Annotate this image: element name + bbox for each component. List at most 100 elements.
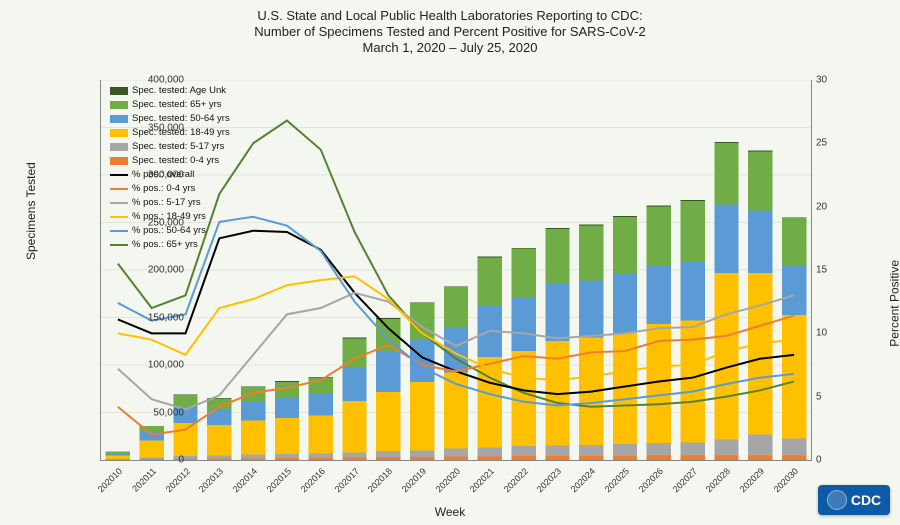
bar-unk [613,216,637,217]
bar-5_17 [478,447,502,456]
bar-50_64 [342,367,366,401]
bar-0_4 [647,456,671,460]
bar-5_17 [207,455,231,458]
bar-18_49 [410,382,434,450]
y-tick: 200,000 [124,265,184,276]
y2-tick: 10 [816,328,846,339]
y2-axis-label: Percent Positive [888,260,900,347]
legend-item: Spec. tested: 0-4 yrs [110,154,230,168]
bar-5_17 [748,435,772,456]
legend-label: % pos.: 65+ yrs [132,238,198,252]
bar-50_64 [444,327,468,373]
bar-unk [309,377,333,378]
y2-tick: 0 [816,455,846,466]
bar-50_64 [545,284,569,341]
bar-18_49 [511,351,535,446]
legend-swatch [110,87,128,95]
y2-tick: 5 [816,391,846,402]
bar-50_64 [613,274,637,333]
y2-tick: 25 [816,138,846,149]
legend-swatch [110,202,128,204]
bar-5_17 [241,454,265,458]
bar-65 [106,452,130,454]
bar-unk [241,386,265,387]
bar-unk [275,381,299,382]
legend-label: Spec. tested: Age Unk [132,84,226,98]
cdc-logo-text: CDC [851,492,881,508]
bar-unk [680,200,704,201]
bar-50_64 [782,266,806,315]
bar-0_4 [748,455,772,460]
bar-18_49 [782,315,806,439]
bar-0_4 [241,458,265,460]
bar-50_64 [680,261,704,321]
bar-50_64 [376,352,400,392]
bar-65 [444,287,468,327]
legend-swatch [110,143,128,151]
bar-0_4 [680,456,704,460]
bar-5_17 [275,454,299,458]
bar-0_4 [275,458,299,460]
title-line-1: U.S. State and Local Public Health Labor… [0,8,900,24]
bar-0_4 [410,457,434,460]
bar-0_4 [207,459,231,460]
y-tick: 400,000 [124,75,184,86]
bar-unk [410,302,434,303]
bar-0_4 [579,456,603,460]
bar-0_4 [613,456,637,460]
bar-65 [342,338,366,367]
bar-18_49 [241,420,265,454]
bar-50_64 [748,210,772,273]
chart-container: { "title_lines": [ "U.S. State and Local… [0,0,900,525]
legend-item: % pos.: 65+ yrs [110,238,230,252]
bar-0_4 [478,456,502,460]
bar-0_4 [511,456,535,460]
legend-swatch [110,244,128,246]
legend-label: Spec. tested: 0-4 yrs [132,154,219,168]
bar-18_49 [748,273,772,435]
bar-unk [478,257,502,258]
bar-0_4 [342,458,366,460]
y-tick: 350,000 [124,122,184,133]
bar-18_49 [309,416,333,454]
cdc-logo: CDC [818,485,890,515]
y-tick: 100,000 [124,360,184,371]
bar-0_4 [782,456,806,460]
bar-5_17 [680,442,704,455]
y-tick: 300,000 [124,170,184,181]
y-tick: 250,000 [124,217,184,228]
legend-item: Spec. tested: Age Unk [110,84,230,98]
bar-unk [782,217,806,218]
title-line-3: March 1, 2020 – July 25, 2020 [0,40,900,56]
bar-18_49 [207,425,231,455]
bar-0_4 [444,457,468,460]
bar-5_17 [410,450,434,457]
bar-50_64 [309,394,333,416]
bar-18_49 [173,423,197,456]
bar-unk [511,248,535,249]
legend-item: % pos.: 0-4 yrs [110,182,230,196]
bar-unk [647,205,671,206]
bar-5_17 [714,439,738,455]
bar-65 [782,218,806,266]
bar-5_17 [579,445,603,456]
bar-unk [714,142,738,143]
bar-18_49 [376,392,400,451]
bar-unk [342,338,366,339]
bar-0_4 [545,456,569,460]
bar-65 [613,217,637,274]
bar-50_64 [647,265,671,324]
legend-label: % pos.: 0-4 yrs [132,182,195,196]
bar-50_64 [511,298,535,351]
bar-65 [714,143,738,205]
bar-65 [680,201,704,261]
bar-65 [647,206,671,265]
legend-swatch [110,230,128,232]
title-line-2: Number of Specimens Tested and Percent P… [0,24,900,40]
bar-50_64 [241,401,265,420]
bar-18_49 [714,273,738,439]
y2-tick: 15 [816,265,846,276]
bar-5_17 [647,443,671,456]
bar-0_4 [309,458,333,460]
bar-5_17 [545,446,569,456]
